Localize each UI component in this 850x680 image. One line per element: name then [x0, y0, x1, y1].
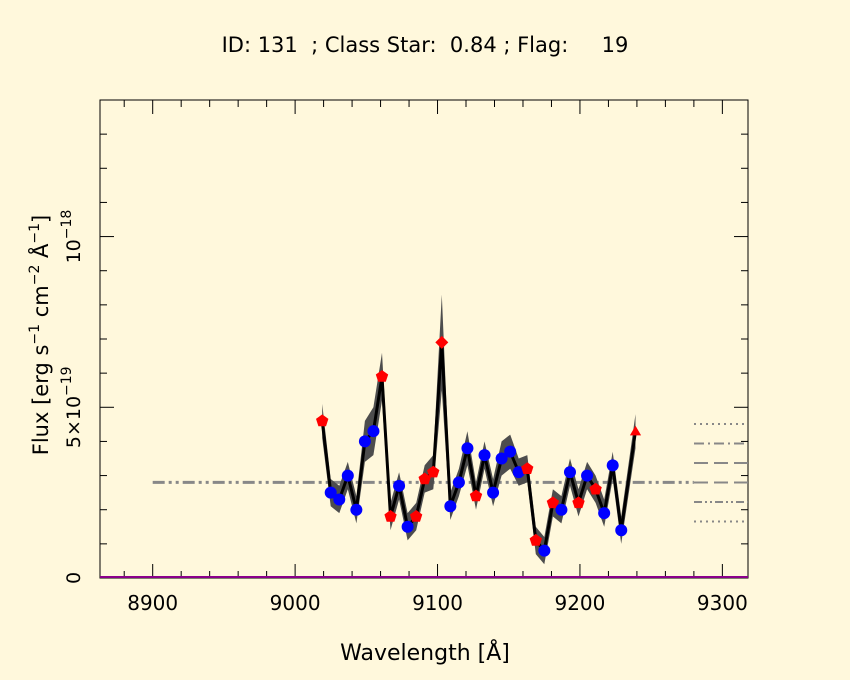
data-point-diamond	[435, 335, 449, 349]
data-point-pentagon	[427, 465, 440, 478]
x-tick-label: 9000	[270, 591, 321, 615]
x-tick-label: 9300	[697, 591, 748, 615]
data-point-pentagon	[589, 482, 602, 495]
data-point-circle	[598, 507, 611, 520]
data-point-pentagon	[546, 496, 560, 509]
data-point-circle	[615, 524, 628, 537]
data-point-circle	[444, 500, 457, 513]
y-axis-label-mid2: Å	[27, 243, 53, 265]
data-point-circle	[606, 459, 619, 472]
data-point-pentagon	[572, 496, 585, 509]
y-axis-label-end: ]	[29, 215, 53, 223]
data-point-pentagon	[529, 533, 542, 546]
y-tick-label-exponent: −18	[59, 210, 75, 240]
data-point-circle	[350, 503, 363, 516]
data-point-circle	[563, 466, 576, 479]
data-point-circle	[478, 449, 491, 462]
y-axis-label-sup2: −2	[27, 265, 43, 286]
y-tick-label-base: 0	[63, 572, 85, 584]
y-axis-label-sup1: −1	[27, 324, 43, 345]
y-tick-label-base: 10	[63, 239, 85, 263]
data-point-circle	[495, 452, 508, 465]
x-tick-label: 8900	[127, 591, 178, 615]
data-point-circle	[324, 486, 337, 499]
data-point-pentagon	[521, 462, 534, 474]
data-point-circle	[487, 486, 500, 499]
y-tick-label-exponent: −19	[59, 366, 75, 396]
y-tick-label: 0	[63, 572, 85, 584]
data-point-pentagon	[384, 510, 397, 522]
data-point-pentagon	[375, 370, 389, 382]
data-point-circle	[452, 476, 465, 489]
data-point-circle	[341, 469, 354, 482]
data-point-circle	[333, 493, 346, 506]
data-point-circle	[401, 520, 414, 533]
data-point-pentagon	[410, 510, 423, 522]
chart-title: ID: 131 ; Class Star: 0.84 ; Flag: 19	[222, 33, 629, 57]
x-tick-label: 9200	[554, 591, 605, 615]
y-tick-label-base: 5×10	[63, 396, 85, 448]
data-point-triangle	[629, 425, 642, 436]
data-point-circle	[461, 442, 474, 455]
data-point-circle	[504, 445, 517, 458]
y-axis-label-main: Flux [erg s	[29, 345, 53, 456]
data-point-circle	[512, 466, 525, 479]
y-axis-label-sup3: −1	[27, 223, 43, 244]
data-point-circle	[367, 425, 380, 438]
data-point-pentagon	[469, 489, 483, 502]
data-point-circle	[581, 469, 594, 482]
data-point-circle	[538, 544, 551, 557]
y-axis-label: Flux [erg s−1 cm−2 Å−1]	[27, 215, 53, 456]
data-point-circle	[555, 503, 568, 516]
data-point-circle	[393, 479, 406, 492]
x-axis-label: Wavelength [Å]	[340, 639, 510, 666]
data-point-pentagon	[418, 472, 431, 485]
y-axis-label-mid: cm	[29, 285, 53, 324]
data-point-circle	[358, 435, 371, 448]
x-tick-label: 9100	[412, 591, 463, 615]
y-tick-label: 5×10−19	[59, 366, 85, 448]
data-point-pentagon	[316, 414, 329, 427]
y-tick-label: 10−18	[59, 210, 85, 264]
plot-area: 8900 9000 9100 9200 9300 0 5×10−19 10−18	[59, 99, 749, 615]
